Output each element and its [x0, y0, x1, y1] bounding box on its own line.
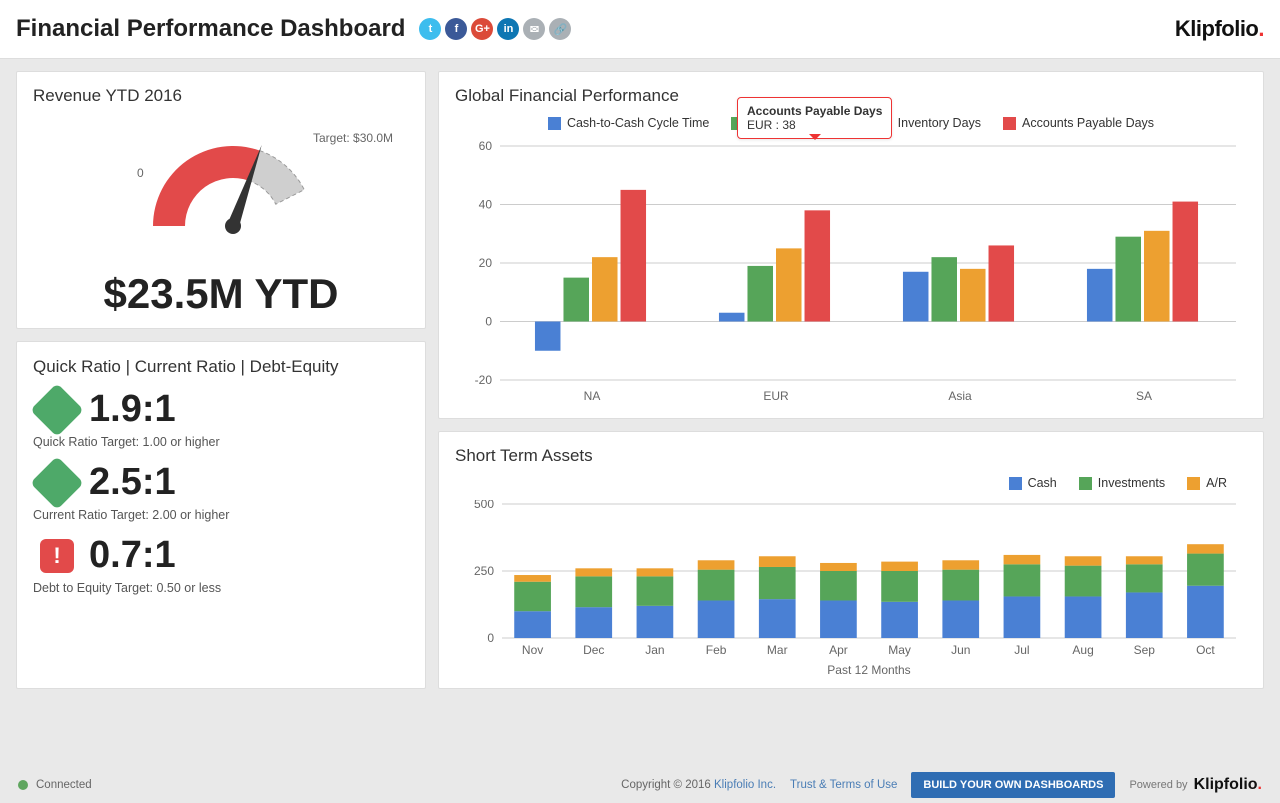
svg-text:Dec: Dec [583, 643, 604, 657]
legend-label: Inventory Days [898, 116, 981, 130]
svg-text:Apr: Apr [829, 643, 848, 657]
legend-item[interactable]: Cash-to-Cash Cycle Time [548, 116, 709, 130]
assets-chart-title: Short Term Assets [455, 446, 1247, 466]
revenue-value: $23.5M YTD [33, 270, 409, 318]
legend-item[interactable]: Investments [1079, 476, 1165, 490]
global-chart: -20 0 20 40 60 NA EUR Asia SA [455, 140, 1247, 410]
legend-label: Cash [1028, 476, 1057, 490]
svg-text:60: 60 [479, 140, 493, 153]
ratio-value: 1.9:1 [89, 388, 176, 431]
svg-text:Nov: Nov [522, 643, 543, 657]
link-icon[interactable]: 🔗 [549, 18, 571, 40]
svg-text:500: 500 [474, 500, 494, 511]
ratios-card-title: Quick Ratio | Current Ratio | Debt-Equit… [33, 356, 409, 378]
legend-label: Accounts Payable Days [1022, 116, 1154, 130]
legend-item[interactable]: Accounts Payable Days [1003, 116, 1154, 130]
legend-swatch-icon [1009, 477, 1022, 490]
footer: Connected Copyright © 2016 Klipfolio Inc… [0, 767, 1280, 803]
ratio-value: 0.7:1 [89, 534, 176, 577]
powered-by: Powered by Klipfolio. [1129, 776, 1262, 794]
global-chart-card: Global Financial Performance Cash-to-Cas… [438, 71, 1264, 419]
build-dashboards-button[interactable]: BUILD YOUR OWN DASHBOARDS [911, 772, 1115, 798]
legend-swatch-icon [1187, 477, 1200, 490]
legend-item[interactable]: Cash [1009, 476, 1057, 490]
legend-item[interactable]: Inventory Days [879, 116, 981, 130]
gauge-target-label: Target: $30.0M [313, 131, 393, 145]
ratio-target-label: Current Ratio Target: 2.00 or higher [33, 508, 409, 522]
svg-text:Jan: Jan [645, 643, 664, 657]
linkedin-icon[interactable]: in [497, 18, 519, 40]
legend-swatch-icon [1003, 117, 1016, 130]
svg-text:Sep: Sep [1134, 643, 1156, 657]
diamond-icon [30, 456, 84, 510]
svg-text:20: 20 [479, 256, 493, 270]
legend-item[interactable]: A/R [1187, 476, 1227, 490]
connected-label: Connected [36, 779, 92, 791]
assets-chart-legend: Cash Investments A/R [455, 476, 1247, 490]
svg-text:0: 0 [487, 631, 494, 645]
ratio-target-label: Quick Ratio Target: 1.00 or higher [33, 435, 409, 449]
gauge-zero-label: 0 [137, 166, 144, 180]
revenue-gauge: Target: $30.0M 0 [33, 116, 409, 266]
facebook-icon[interactable]: f [445, 18, 467, 40]
header: Financial Performance Dashboard tfG+in✉🔗… [0, 0, 1280, 59]
svg-text:40: 40 [479, 198, 493, 212]
svg-text:0: 0 [485, 315, 492, 329]
company-link[interactable]: Klipfolio Inc. [714, 779, 776, 791]
ratio-value: 2.5:1 [89, 461, 176, 504]
ratio-target-label: Debt to Equity Target: 0.50 or less [33, 581, 409, 595]
legend-swatch-icon [1079, 477, 1092, 490]
chart-tooltip: Accounts Payable DaysEUR : 38 [737, 97, 892, 139]
assets-chart: 0 250 500 Nov Dec Jan Feb Mar Apr May Jun Jul Aug Sep… [455, 500, 1247, 680]
ratio-row: 2.5:1 [33, 461, 409, 504]
svg-text:NA: NA [584, 389, 601, 403]
legend-label: A/R [1206, 476, 1227, 490]
ratio-row: ! 0.7:1 [33, 534, 409, 577]
svg-text:Jul: Jul [1014, 643, 1029, 657]
svg-text:Aug: Aug [1072, 643, 1093, 657]
gplus-icon[interactable]: G+ [471, 18, 493, 40]
svg-text:Mar: Mar [767, 643, 788, 657]
social-bar: tfG+in✉🔗 [419, 18, 571, 40]
assets-chart-card: Short Term Assets Cash Investments A/R 0 25… [438, 431, 1264, 689]
email-icon[interactable]: ✉ [523, 18, 545, 40]
copyright-label: Copyright © 2016 Klipfolio Inc. [621, 779, 776, 791]
svg-text:-20: -20 [475, 373, 493, 387]
twitter-icon[interactable]: t [419, 18, 441, 40]
revenue-card: Revenue YTD 2016 Target: $30.0M 0 $23.5M… [16, 71, 426, 329]
svg-text:Jun: Jun [951, 643, 970, 657]
legend-swatch-icon [548, 117, 561, 130]
legend-label: Investments [1098, 476, 1165, 490]
svg-text:Past 12 Months: Past 12 Months [827, 663, 910, 677]
svg-text:EUR: EUR [763, 389, 789, 403]
legend-label: Cash-to-Cash Cycle Time [567, 116, 709, 130]
svg-text:Oct: Oct [1196, 643, 1215, 657]
page-title: Financial Performance Dashboard [16, 15, 405, 43]
svg-text:Asia: Asia [948, 389, 972, 403]
ratio-row: 1.9:1 [33, 388, 409, 431]
svg-text:Feb: Feb [706, 643, 727, 657]
terms-link[interactable]: Trust & Terms of Use [790, 779, 897, 791]
svg-text:250: 250 [474, 564, 494, 578]
revenue-card-title: Revenue YTD 2016 [33, 86, 409, 106]
brand-logo[interactable]: Klipfolio. [1175, 16, 1264, 42]
connected-dot-icon [18, 780, 28, 790]
svg-text:SA: SA [1136, 389, 1152, 403]
svg-text:May: May [888, 643, 911, 657]
diamond-icon [30, 383, 84, 437]
alert-icon: ! [40, 539, 74, 573]
ratios-card: Quick Ratio | Current Ratio | Debt-Equit… [16, 341, 426, 689]
